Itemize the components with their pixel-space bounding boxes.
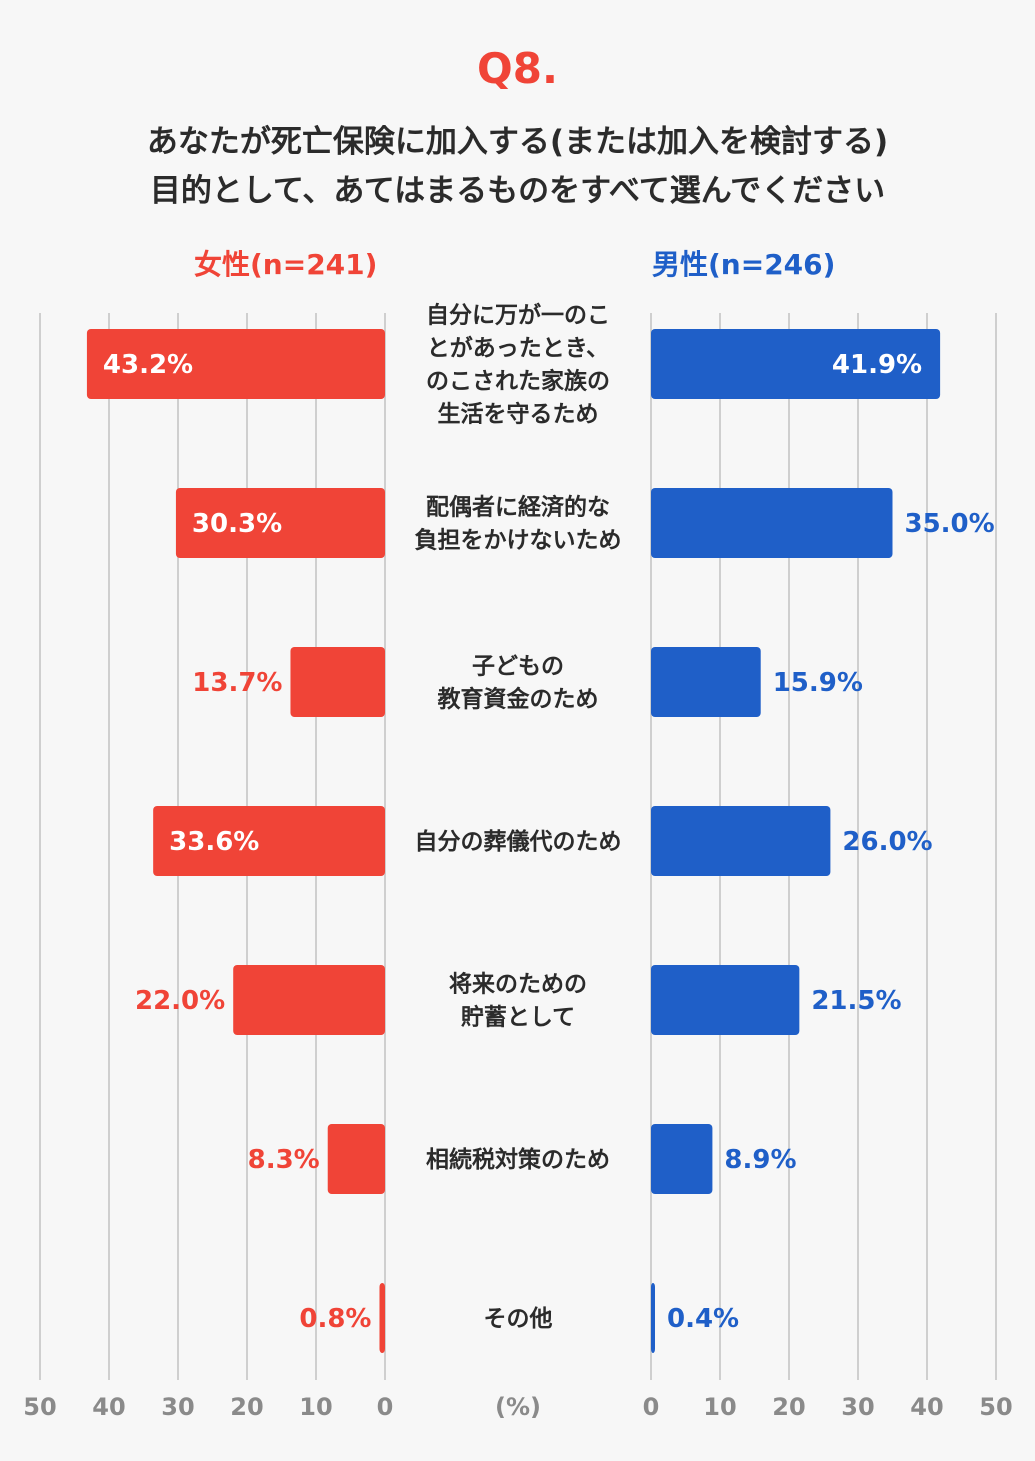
data-label-male: 8.9% (724, 1145, 796, 1175)
tick-label-female: 30 (161, 1393, 194, 1421)
data-label-male: 26.0% (842, 827, 932, 857)
tick-label-male: 30 (841, 1393, 874, 1421)
data-label-male: 41.9% (832, 350, 922, 380)
category-label: 自分の葬儀代のため (415, 828, 622, 855)
data-label-male: 21.5% (811, 986, 901, 1016)
legend-female: 女性(n=241) (194, 248, 378, 281)
question-line-1: あなたが死亡保険に加入する(または加入を検討する) (146, 124, 889, 160)
data-label-female: 0.8% (299, 1304, 371, 1334)
bar-female (379, 1283, 385, 1353)
bar-female (175, 488, 385, 558)
tick-label-female: 20 (230, 1393, 263, 1421)
question-line-2: 目的として、あてはまるものをすべて選んでください (149, 173, 886, 209)
bar-female (327, 1124, 385, 1194)
unit-label: (%) (495, 1393, 541, 1421)
tick-label-female: 10 (299, 1393, 332, 1421)
category-label: のこされた家族の (426, 368, 610, 395)
tick-label-female: 40 (92, 1393, 125, 1421)
tick-label-female: 0 (377, 1393, 394, 1421)
data-label-female: 22.0% (135, 986, 225, 1016)
data-label-female: 8.3% (248, 1145, 320, 1175)
tick-label-male: 40 (910, 1393, 943, 1421)
data-label-female: 30.3% (192, 509, 282, 539)
data-label-female: 33.6% (169, 827, 259, 857)
category-label: 将来のための (449, 972, 587, 998)
tick-label-male: 10 (703, 1393, 736, 1421)
tick-label-male: 20 (772, 1393, 805, 1421)
data-label-male: 15.9% (773, 668, 863, 698)
category-label: 貯蓄として (461, 1004, 575, 1031)
tick-label-male: 50 (979, 1393, 1012, 1421)
category-label: とがあったとき、 (427, 335, 609, 362)
bar-male (651, 329, 941, 399)
bar-male (651, 488, 893, 558)
category-label: 教育資金のため (438, 686, 599, 713)
category-label: 負担をかけないため (415, 527, 622, 554)
bar-female (233, 965, 385, 1035)
category-label: 相続税対策のため (426, 1146, 610, 1173)
legend-male: 男性(n=246) (652, 248, 836, 281)
data-label-female: 43.2% (103, 350, 193, 380)
category-label: 生活を守るため (438, 401, 599, 428)
bar-male (651, 806, 831, 876)
category-label: その他 (484, 1306, 553, 1332)
data-label-male: 0.4% (667, 1304, 739, 1334)
bar-male (651, 965, 800, 1035)
bar-female (290, 647, 385, 717)
tick-label-female: 50 (23, 1393, 56, 1421)
data-label-female: 13.7% (192, 668, 282, 698)
bar-female (153, 806, 385, 876)
bar-female (86, 329, 386, 399)
bar-male (651, 647, 761, 717)
bar-male (651, 1283, 655, 1353)
category-label: 自分に万が一のこ (426, 302, 610, 329)
category-label: 配偶者に経済的な (426, 494, 610, 521)
bar-male (651, 1124, 713, 1194)
tick-label-male: 0 (643, 1393, 660, 1421)
category-label: 子どもの (472, 654, 564, 680)
question-number: Q8. (477, 44, 558, 93)
data-label-male: 35.0% (905, 509, 995, 539)
